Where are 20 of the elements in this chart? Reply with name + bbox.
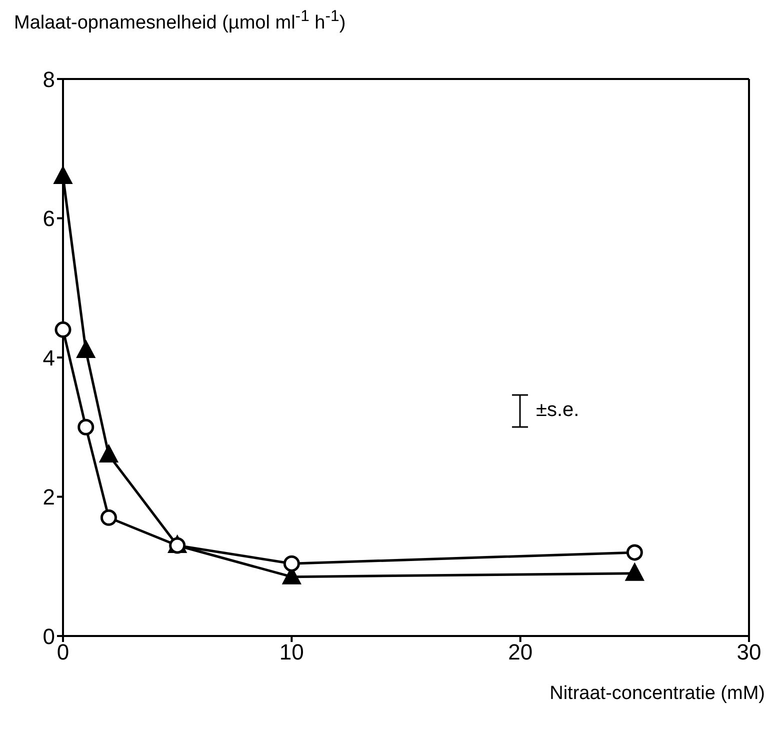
point [54, 166, 72, 184]
x-tick-label: 30 [736, 640, 762, 665]
x-axis-title: Nitraat-concentratie (mM) [550, 683, 765, 705]
point [626, 544, 643, 561]
point [78, 418, 94, 436]
y-tick-label: 4 [42, 345, 55, 370]
point [100, 509, 117, 526]
point [76, 340, 96, 358]
point [283, 555, 300, 572]
annotation: ±s.e. [536, 399, 580, 422]
point [625, 562, 644, 581]
y-tick-label: 0 [42, 624, 55, 649]
point [54, 321, 72, 338]
x-tick-label: 10 [279, 640, 304, 665]
x-tick-label: 20 [508, 640, 533, 665]
y-axis-title: Malaat-opnamesnelheid (µmol ml$^{-1}$ h$^{-1}$) [14, 8, 346, 34]
y-tick-label: 2 [42, 484, 55, 510]
point [99, 444, 118, 462]
y-tick-label: 6 [42, 206, 55, 232]
y-tick-label: 8 [42, 66, 55, 92]
